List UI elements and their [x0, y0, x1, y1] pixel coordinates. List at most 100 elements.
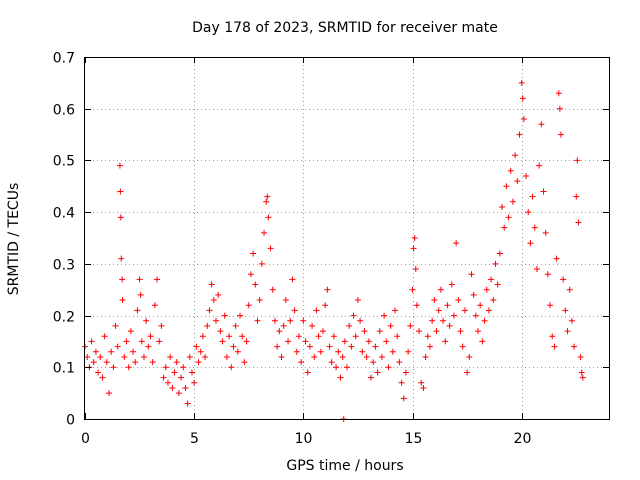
- data-point: [553, 255, 560, 262]
- data-point: [431, 297, 438, 304]
- data-point: [311, 353, 318, 360]
- data-point: [361, 328, 368, 335]
- y-tick-label: 0.3: [53, 258, 75, 274]
- data-point: [492, 260, 499, 267]
- data-point: [505, 214, 512, 221]
- data-point: [573, 193, 580, 200]
- data-point: [350, 312, 357, 319]
- data-point: [199, 333, 206, 340]
- data-point: [568, 317, 575, 324]
- data-point: [317, 348, 324, 355]
- data-point: [322, 302, 329, 309]
- data-point: [422, 353, 429, 360]
- data-point: [328, 359, 335, 366]
- data-point: [457, 328, 464, 335]
- data-point: [264, 193, 271, 200]
- data-point: [496, 250, 503, 257]
- data-point: [410, 245, 417, 252]
- data-point: [536, 162, 543, 169]
- data-point: [483, 286, 490, 293]
- data-point: [295, 333, 302, 340]
- y-tick-label: 0.7: [53, 51, 75, 67]
- data-point: [579, 374, 586, 381]
- data-point: [241, 359, 248, 366]
- data-point: [164, 379, 171, 386]
- data-point: [551, 343, 558, 350]
- data-point: [247, 271, 254, 278]
- data-point: [127, 328, 134, 335]
- data-point: [499, 203, 506, 210]
- data-point: [412, 266, 419, 273]
- data-point: [239, 333, 246, 340]
- data-point: [549, 333, 556, 340]
- data-point: [117, 188, 124, 195]
- data-point: [245, 302, 252, 309]
- data-point: [182, 384, 189, 391]
- data-point: [215, 291, 222, 298]
- data-point: [368, 374, 375, 381]
- data-point: [557, 131, 564, 138]
- data-point: [396, 359, 403, 366]
- data-point: [529, 193, 536, 200]
- data-point: [99, 374, 106, 381]
- data-point: [197, 348, 204, 355]
- data-point: [514, 178, 521, 185]
- data-point: [313, 307, 320, 314]
- data-point: [287, 317, 294, 324]
- data-point: [385, 364, 392, 371]
- data-point: [402, 369, 409, 376]
- data-point: [538, 121, 545, 128]
- data-point: [263, 198, 270, 205]
- data-point: [147, 333, 154, 340]
- data-point: [234, 348, 241, 355]
- data-point: [577, 353, 584, 360]
- data-point: [228, 364, 235, 371]
- x-tick-labels: 0 5 10 15 20: [81, 431, 531, 447]
- data-point: [167, 353, 174, 360]
- data-point: [154, 276, 161, 283]
- data-point: [285, 338, 292, 345]
- y-tick-label: 0.1: [53, 361, 75, 377]
- data-point: [450, 312, 457, 319]
- data-point: [184, 400, 191, 407]
- data-point: [230, 343, 237, 350]
- data-point: [365, 338, 372, 345]
- data-point: [512, 152, 519, 159]
- data-point: [352, 333, 359, 340]
- data-point: [574, 157, 581, 164]
- data-point: [420, 384, 427, 391]
- data-point: [560, 276, 567, 283]
- grid-lines: [85, 57, 609, 419]
- data-point: [221, 312, 228, 319]
- data-point: [195, 359, 202, 366]
- data-point: [90, 359, 97, 366]
- data-point: [108, 348, 115, 355]
- data-point: [556, 105, 563, 112]
- data-point: [210, 297, 217, 304]
- data-point: [304, 369, 311, 376]
- data-point: [208, 281, 215, 288]
- data-point: [145, 343, 152, 350]
- data-point: [481, 317, 488, 324]
- data-point: [348, 343, 355, 350]
- data-point: [374, 369, 381, 376]
- data-point: [470, 291, 477, 298]
- data-point: [429, 317, 436, 324]
- data-point: [398, 379, 405, 386]
- data-point: [282, 297, 289, 304]
- x-tick-label: 20: [514, 431, 532, 447]
- data-point: [531, 224, 538, 231]
- data-point: [518, 79, 525, 86]
- data-point: [309, 322, 316, 329]
- data-point: [226, 333, 233, 340]
- data-point: [171, 369, 178, 376]
- data-point: [461, 307, 468, 314]
- data-point: [405, 348, 412, 355]
- data-point: [330, 333, 337, 340]
- data-point: [411, 235, 418, 241]
- data-point: [289, 276, 296, 283]
- data-point: [357, 317, 364, 324]
- data-point: [544, 271, 551, 278]
- data-point: [564, 328, 571, 335]
- data-point: [173, 359, 180, 366]
